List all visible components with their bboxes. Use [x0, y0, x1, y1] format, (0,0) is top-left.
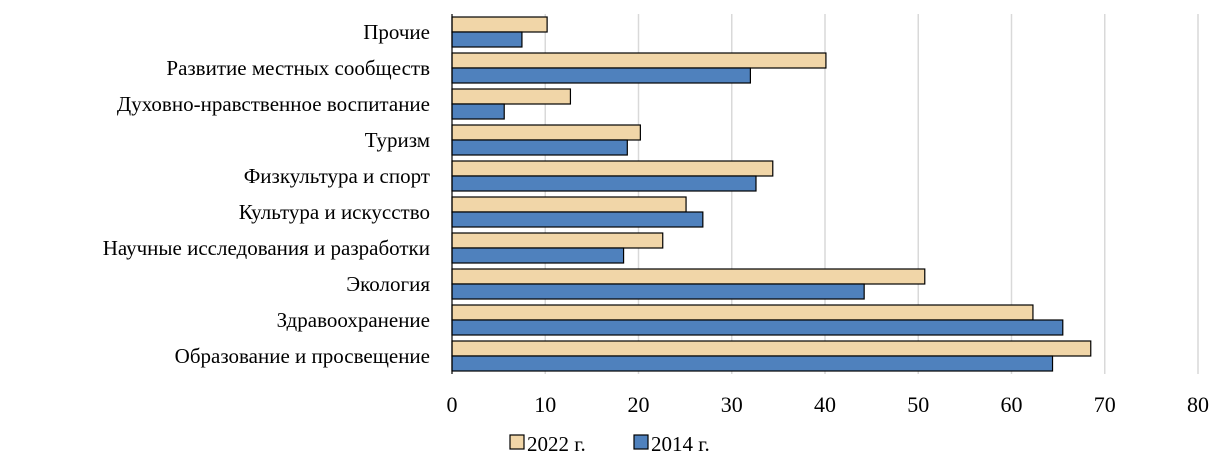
bar-2014 [451, 319, 1064, 336]
bar-2022 [451, 124, 641, 141]
legend-label: 2014 г. [651, 432, 710, 456]
category-label: Образование и просвещение [175, 344, 430, 368]
legend-label: 2022 г. [527, 432, 586, 456]
x-tick-label: 10 [534, 392, 556, 417]
bar-2014 [451, 247, 625, 264]
legend-swatch [509, 434, 525, 450]
x-tick-label: 40 [814, 392, 836, 417]
category-label: Культура и искусство [239, 200, 430, 224]
bar-2014 [451, 355, 1054, 372]
x-tick-label: 30 [721, 392, 743, 417]
x-tick-label: 50 [907, 392, 929, 417]
bar-2022 [451, 160, 774, 177]
category-label: Здравоохранение [277, 308, 430, 332]
x-tick-label: 80 [1187, 392, 1209, 417]
category-label: Духовно-нравственное воспитание [117, 92, 430, 116]
x-tick-label: 70 [1094, 392, 1116, 417]
category-label: Туризм [365, 128, 430, 152]
bar-2022 [451, 16, 548, 33]
category-label: Физкультура и спорт [244, 164, 430, 188]
bars [451, 16, 1092, 372]
bar-2014 [451, 67, 751, 84]
bar-2022 [451, 232, 664, 249]
bar-2014 [451, 211, 704, 228]
category-labels: Прочие Развитие местных сообществ Духовно-… [103, 20, 431, 368]
x-tick-label: 60 [1001, 392, 1023, 417]
bar-2014 [451, 103, 505, 120]
bar-2022 [451, 52, 827, 69]
legend-swatch [633, 434, 649, 450]
category-label: Научные исследования и разработки [103, 236, 430, 260]
bar-2022 [451, 304, 1034, 321]
x-tick-label: 0 [447, 392, 458, 417]
bar-2022 [451, 88, 572, 105]
category-label: Экология [346, 272, 430, 296]
category-label: Развитие местных сообществ [166, 56, 430, 80]
bar-2014 [451, 175, 757, 192]
bar-2014 [451, 139, 628, 156]
legend: 2022 г. 2014 г. [509, 432, 710, 456]
bar-2022 [451, 340, 1092, 357]
bar-2014 [451, 31, 523, 48]
x-axis-tick-labels: 0 10 20 30 40 50 60 70 80 [447, 392, 1210, 417]
bar-2022 [451, 196, 687, 213]
bar-2014 [451, 283, 865, 300]
bar-2022 [451, 268, 926, 285]
category-label: Прочие [363, 20, 430, 44]
x-tick-label: 20 [628, 392, 650, 417]
